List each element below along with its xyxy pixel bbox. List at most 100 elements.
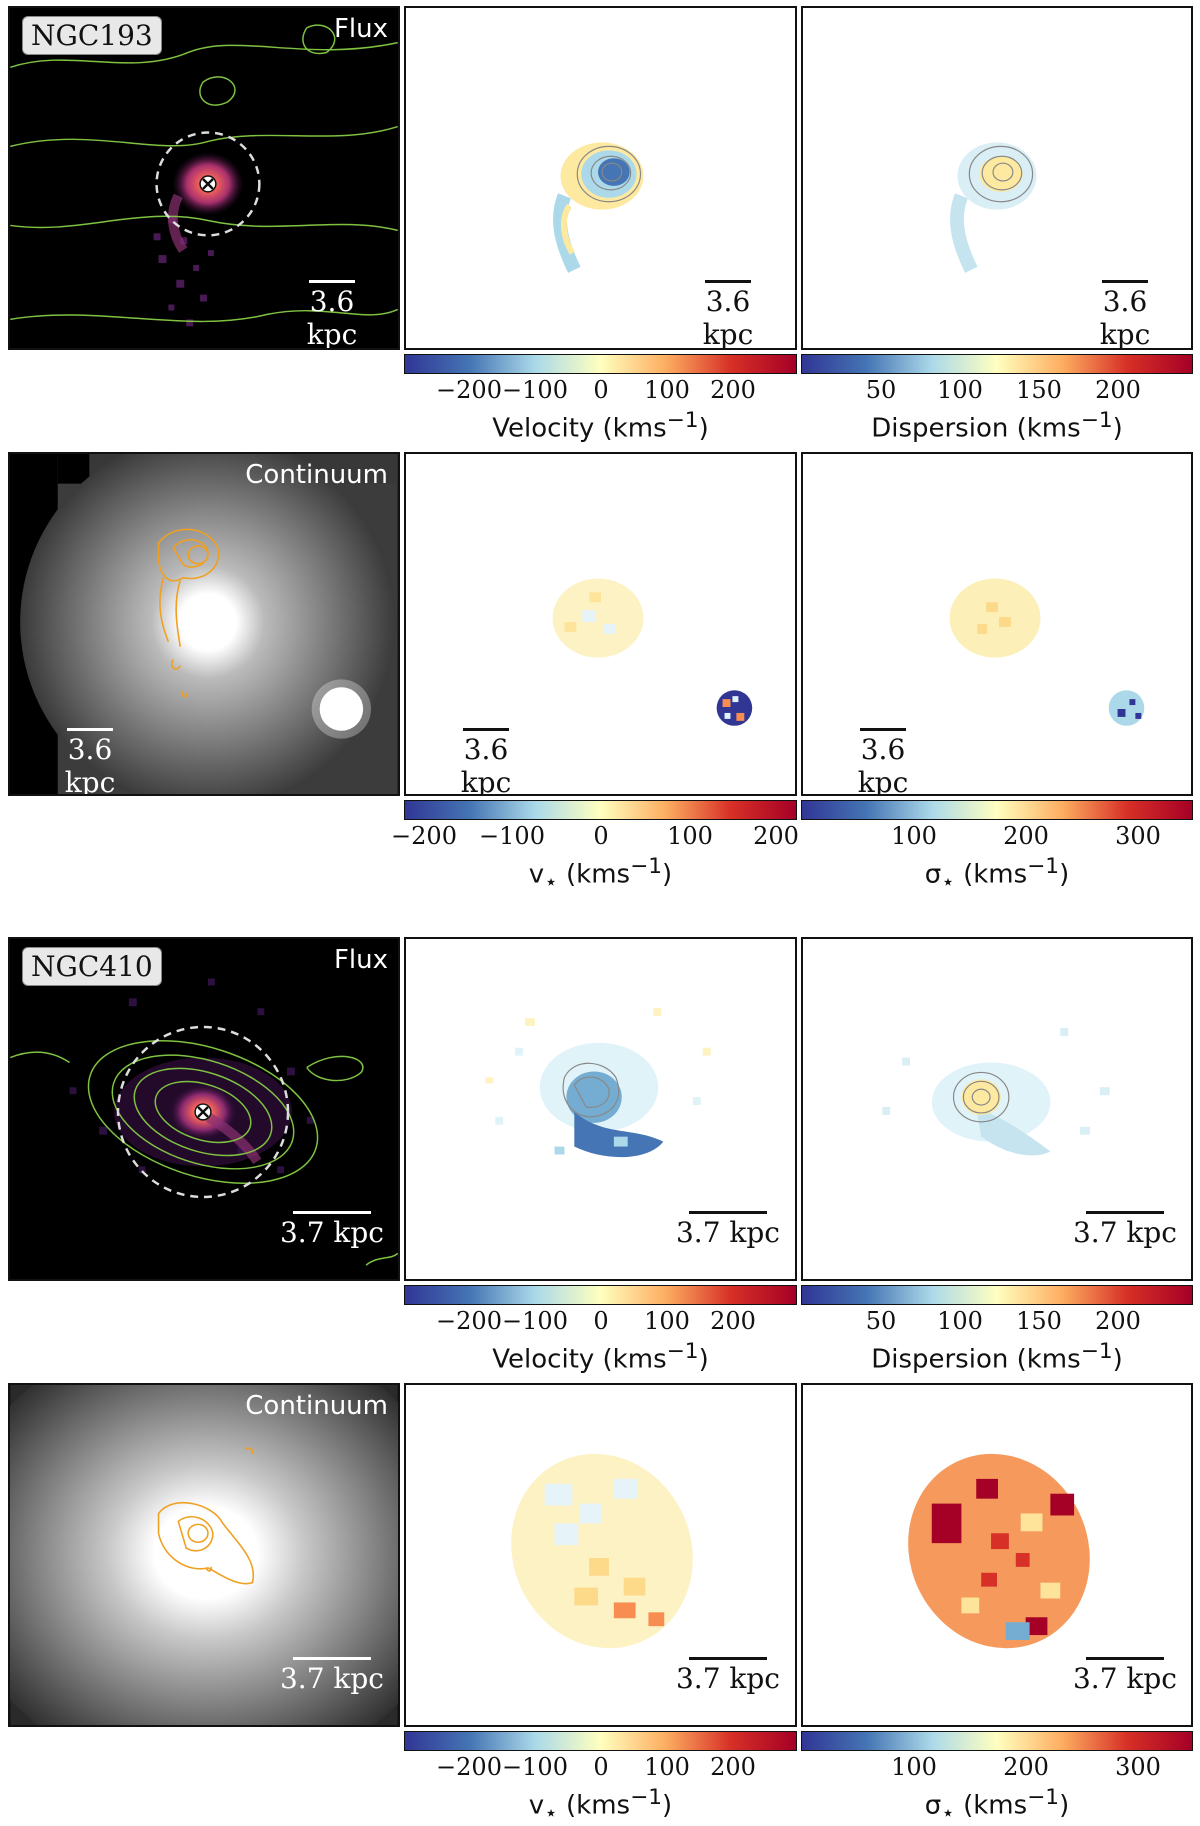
tick-label: 100 (891, 1753, 937, 1781)
label-text: Velocity (kms (492, 1344, 667, 1375)
tick-label: 0 (593, 1307, 609, 1335)
scale-bar: 3.7 kpc (1071, 1211, 1179, 1249)
ngc410-gas-velocity-panel: 3.7 kpc (404, 937, 797, 1281)
scale-text: 3.7 kpc (279, 1662, 384, 1695)
scale-line (309, 280, 355, 283)
label-symbol: σ (924, 1790, 942, 1821)
ngc410-stellar-velocity-panel: 3.7 kpc (404, 1383, 797, 1727)
label-symbol: v (528, 859, 545, 890)
label-symbol: v (528, 1790, 545, 1821)
colorbar-label: v⋆ (kms−1) (404, 1785, 797, 1826)
ngc410-flux-map (10, 978, 398, 1266)
tick-label: −200 (436, 1307, 502, 1335)
label-exponent: −1 (1027, 1785, 1060, 1810)
colorbar-label: σ⋆ (kms−1) (801, 1785, 1193, 1826)
colorbar-ticks: −200 −100 0 100 200 (404, 376, 797, 404)
ngc410-continuum-panel: Continuum 3.7 kpc (8, 1383, 400, 1727)
scale-line (860, 728, 906, 731)
label-text: Dispersion (kms (871, 1344, 1081, 1375)
colorbar-label: Dispersion (kms−1) (801, 1339, 1193, 1375)
tick-label: −200 (436, 376, 502, 404)
scale-line (705, 280, 751, 283)
scale-text: 3.7 kpc (675, 1662, 780, 1695)
tick-label: 300 (1115, 1753, 1161, 1781)
label-close: ) (1059, 1790, 1070, 1821)
tick-label: 100 (644, 1753, 690, 1781)
colorbar-ticks: −200 −100 0 100 200 (404, 1753, 797, 1781)
colorbar-ticks: 50 100 150 200 (801, 376, 1193, 404)
ngc410-continuum-map (10, 1385, 398, 1725)
scale-bar: 3.7 kpc (1071, 1657, 1179, 1695)
label-star: ⋆ (544, 1800, 558, 1826)
label-close: ) (1112, 1344, 1123, 1375)
label-exponent: −1 (1027, 854, 1060, 879)
scale-bar: 3.6 kpc (678, 280, 778, 350)
ngc410-flux-panel: NGC410 Flux 3.7 kpc (8, 937, 400, 1281)
continuum-label: Continuum (245, 460, 388, 490)
ngc193-gas-dispersion-panel: 3.6 kpc (801, 6, 1193, 350)
scale-text: 3.6 kpc (460, 733, 512, 796)
scale-text: 3.6 kpc (306, 285, 358, 350)
colorbar-ticks: 100 200 300 (801, 822, 1193, 850)
flux-label: Flux (333, 14, 388, 44)
scale-bar: 3.7 kpc (674, 1211, 782, 1249)
tick-label: 0 (593, 376, 609, 404)
stellar-velocity-colorbar (404, 1731, 797, 1751)
scale-text: 3.6 kpc (702, 285, 754, 350)
scale-line (1086, 1211, 1164, 1214)
label-close: ) (1112, 413, 1123, 444)
stellar-dispersion-colorbar (801, 1731, 1193, 1751)
scale-line (1086, 1657, 1164, 1660)
tick-label: 300 (1115, 822, 1161, 850)
colorbar-label: v⋆ (kms−1) (404, 854, 797, 895)
ngc193-stellar-velocity-map (552, 578, 753, 726)
scale-line (463, 728, 509, 731)
scale-bar: 3.6 kpc (833, 728, 933, 794)
scale-bar: 3.6 kpc (282, 280, 382, 350)
tick-label: 100 (891, 822, 937, 850)
tick-label: 100 (644, 1307, 690, 1335)
stellar-dispersion-colorbar (801, 800, 1193, 820)
tick-label: 50 (865, 1307, 897, 1335)
tick-label: −200 (436, 1753, 502, 1781)
scale-line (293, 1657, 371, 1660)
label-close: ) (698, 413, 709, 444)
label-close: ) (698, 1344, 709, 1375)
gas-dispersion-colorbar (801, 1285, 1193, 1305)
ngc193-gas-dispersion-map (950, 142, 1037, 273)
colorbar-ticks: 100 200 300 (801, 1753, 1193, 1781)
scale-bar: 3.6 kpc (40, 728, 140, 794)
ngc193-stellar-dispersion-panel: 3.6 kpc (801, 452, 1193, 796)
ngc193-stellar-velocity-panel: 3.6 kpc (404, 452, 797, 796)
tick-label: 150 (1016, 1307, 1062, 1335)
label-units: (kms (566, 859, 631, 890)
ngc193-continuum-map (20, 454, 398, 794)
colorbar-label: Velocity (kms−1) (404, 408, 797, 444)
stellar-velocity-colorbar (404, 800, 797, 820)
ngc193-stellar-dispersion-map (949, 578, 1145, 726)
label-exponent: −1 (630, 854, 663, 879)
colorbar-ticks: −200 −100 0 100 200 (391, 822, 799, 850)
ngc193-continuum-panel: Continuum 3.6 kpc (8, 452, 400, 796)
tick-label: −200 (391, 822, 457, 850)
tick-label: 0 (593, 822, 609, 850)
ngc193-flux-map (10, 24, 398, 327)
label-exponent: −1 (1080, 1339, 1113, 1364)
scale-text: 3.7 kpc (279, 1216, 384, 1249)
scale-line (293, 1211, 371, 1214)
tick-label: 100 (667, 822, 713, 850)
tick-label: 200 (1095, 1307, 1141, 1335)
ngc410-stellar-dispersion-map (908, 1453, 1090, 1649)
tick-label: 50 (865, 376, 897, 404)
scale-bar: 3.7 kpc (278, 1657, 386, 1695)
ngc410-gas-dispersion-panel: 3.7 kpc (801, 937, 1193, 1281)
ngc410-stellar-dispersion-panel: 3.7 kpc (801, 1383, 1193, 1727)
tick-label: 200 (1003, 1753, 1049, 1781)
scale-bar: 3.6 kpc (436, 728, 536, 796)
tick-label: −100 (502, 1753, 568, 1781)
label-text: Velocity (kms (492, 413, 667, 444)
ngc410-gas-dispersion-map (882, 1027, 1110, 1156)
scale-line (689, 1657, 767, 1660)
label-units: (kms (963, 859, 1028, 890)
gas-dispersion-colorbar (801, 354, 1193, 374)
